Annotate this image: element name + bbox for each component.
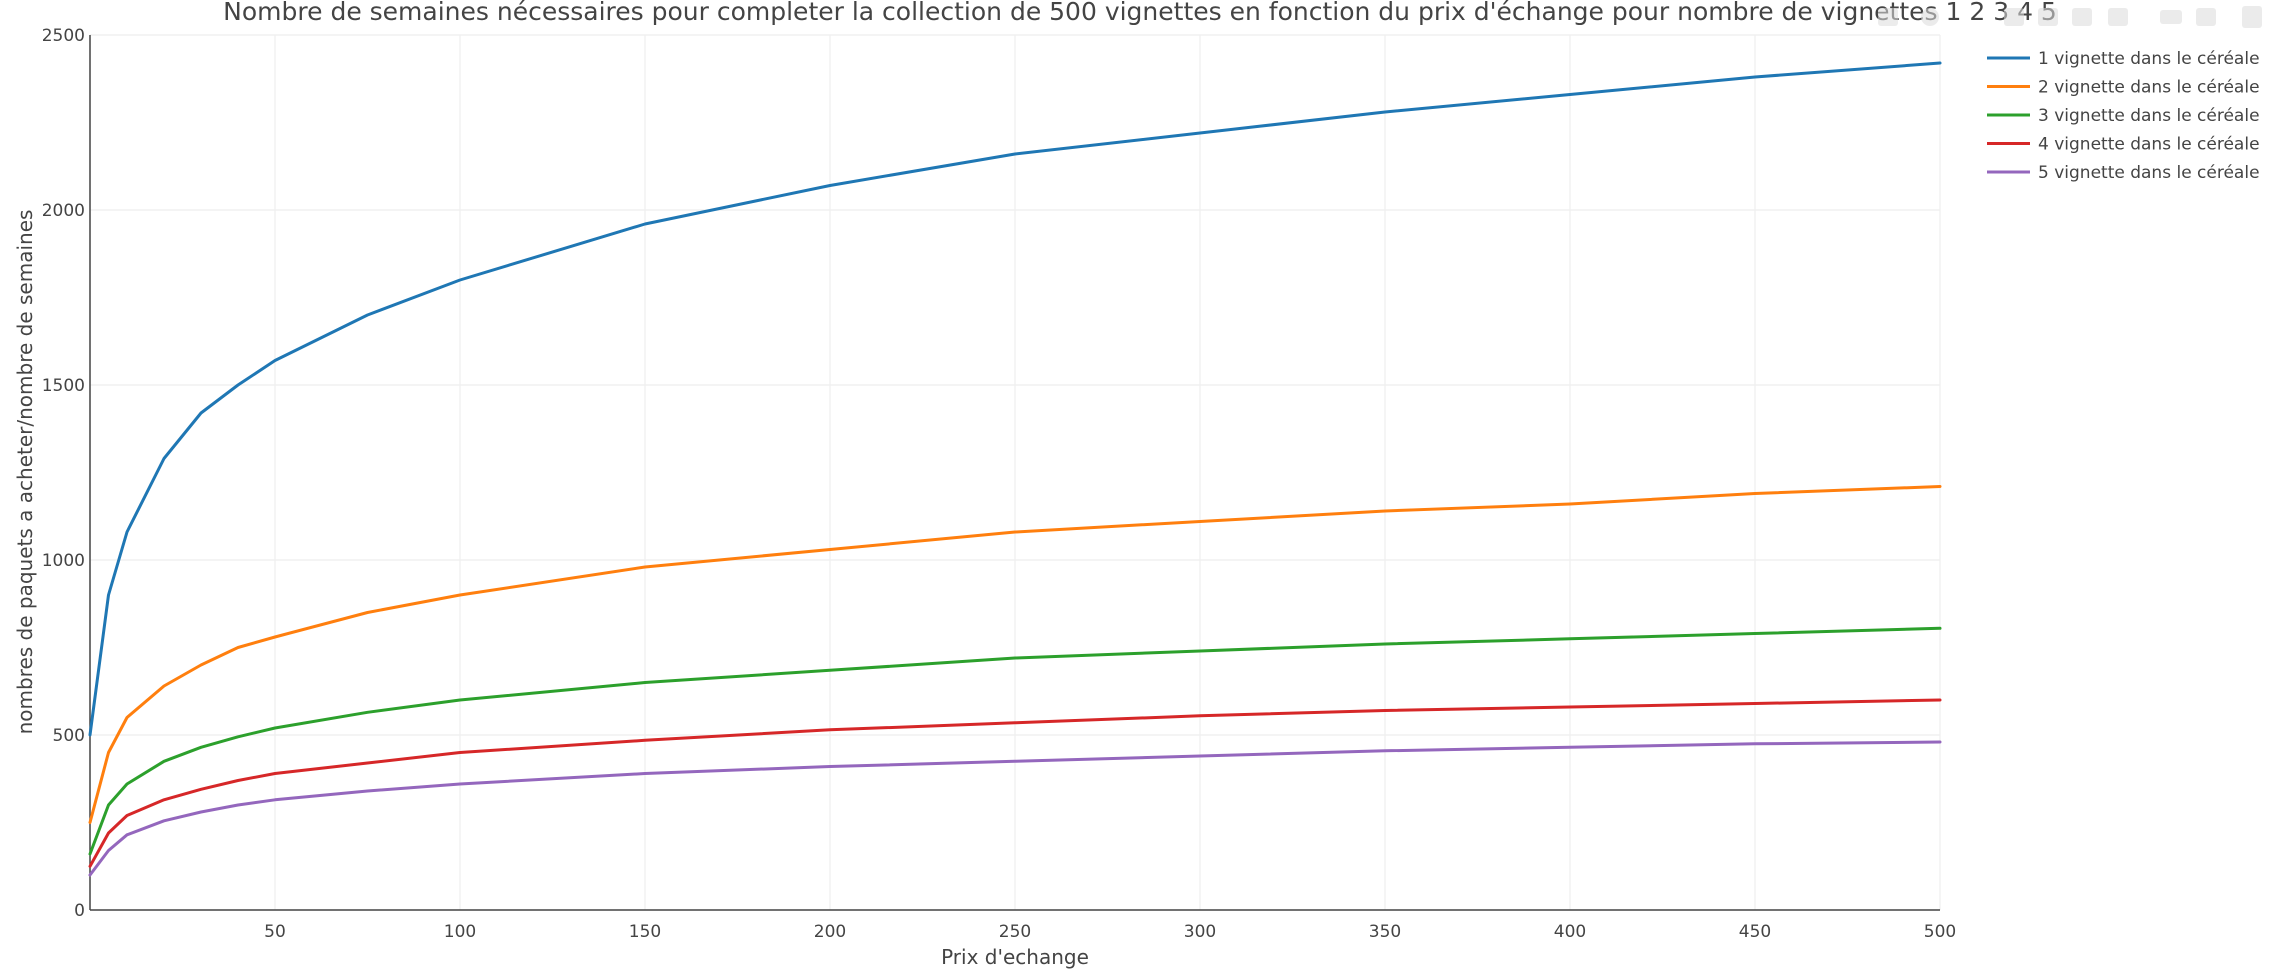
- legend-item-4[interactable]: 4 vignette dans le céréale: [1987, 135, 2260, 155]
- reset-axes-icon[interactable]: [2108, 8, 2128, 26]
- chart-title: Nombre de semaines nécessaires pour comp…: [223, 0, 2057, 26]
- x-tick-label: 250: [999, 922, 1031, 942]
- x-tick-label: 50: [264, 922, 286, 942]
- x-tick-labels: 50 100 150 200 250 300 350 400 450 500: [264, 922, 1956, 942]
- legend-item-2[interactable]: 2 vignette dans le céréale: [1987, 78, 2260, 98]
- legend-label: 1 vignette dans le céréale: [2038, 49, 2260, 69]
- legend-label: 5 vignette dans le céréale: [2038, 163, 2260, 183]
- y-tick-label: 1500: [42, 376, 85, 396]
- legend-label: 4 vignette dans le céréale: [2038, 135, 2260, 155]
- y-axis-title: nombres de paquets a acheter/nombre de s…: [13, 210, 37, 735]
- plotly-logo-icon[interactable]: [2242, 6, 2262, 28]
- x-tick-label: 300: [1184, 922, 1216, 942]
- legend-item-3[interactable]: 3 vignette dans le céréale: [1987, 106, 2260, 126]
- zoom-out-icon[interactable]: [2038, 8, 2058, 26]
- legend-item-5[interactable]: 5 vignette dans le céréale: [1987, 163, 2260, 183]
- x-tick-label: 200: [814, 922, 846, 942]
- y-tick-label: 0: [74, 901, 85, 921]
- autoscale-icon[interactable]: [2072, 8, 2092, 26]
- grid: [90, 34, 1941, 910]
- y-tick-label: 2000: [42, 201, 85, 221]
- compare-data-icon[interactable]: [2196, 8, 2216, 26]
- y-tick-label: 500: [53, 726, 85, 746]
- x-axis-title: Prix d'echange: [941, 945, 1089, 969]
- x-tick-label: 450: [1739, 922, 1771, 942]
- legend-label: 2 vignette dans le céréale: [2038, 78, 2260, 98]
- y-tick-label: 1000: [42, 551, 85, 571]
- series-lines: [88, 61, 1942, 877]
- zoom-in-icon[interactable]: [2004, 8, 2024, 26]
- x-tick-label: 350: [1369, 922, 1401, 942]
- y-tick-labels: 0 500 1000 1500 2000 2500: [42, 26, 85, 921]
- legend-label: 3 vignette dans le céréale: [2038, 106, 2260, 126]
- axes: [89, 35, 1940, 911]
- zoom-icon[interactable]: [1921, 8, 1939, 26]
- x-tick-label: 100: [444, 922, 476, 942]
- legend-item-1[interactable]: 1 vignette dans le céréale: [1987, 49, 2260, 69]
- x-tick-label: 500: [1924, 922, 1956, 942]
- y-tick-label: 2500: [42, 26, 85, 46]
- x-tick-label: 400: [1554, 922, 1586, 942]
- chart-toolbar[interactable]: [1878, 6, 2262, 28]
- camera-icon[interactable]: [1878, 8, 1898, 26]
- spike-lines-icon[interactable]: [2160, 10, 2182, 24]
- x-tick-label: 150: [629, 922, 661, 942]
- legend[interactable]: 1 vignette dans le céréale 2 vignette dan…: [1987, 49, 2260, 183]
